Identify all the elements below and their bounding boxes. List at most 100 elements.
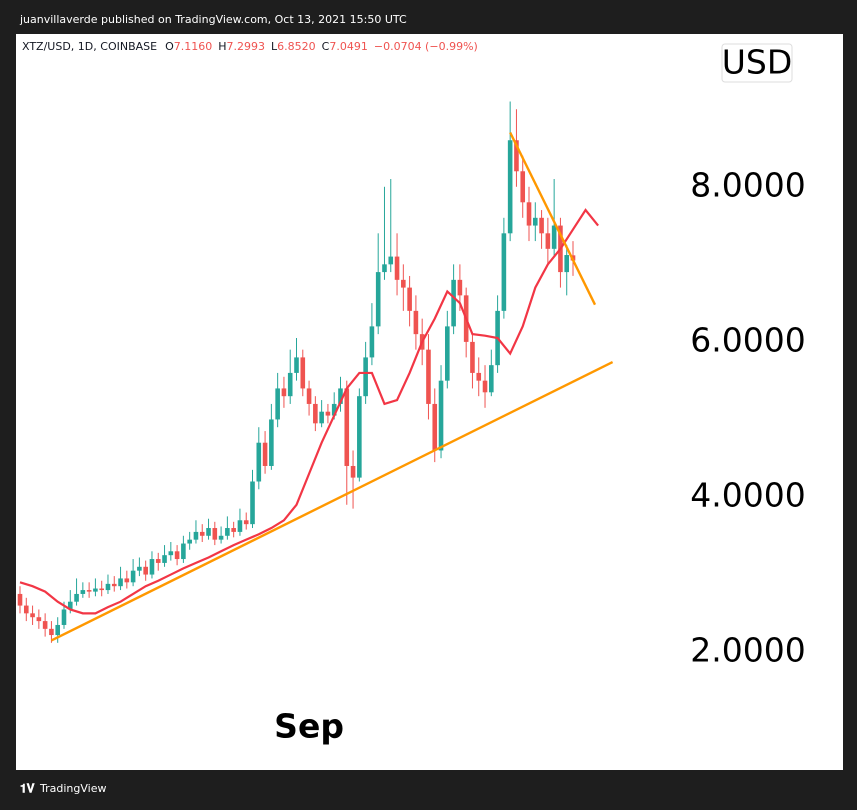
candle-body [256,442,262,482]
candle-body [338,388,343,404]
candle-body [300,357,306,389]
candle-body [350,465,356,478]
candle-body [206,528,211,536]
candle-body [564,255,570,273]
candle-body [507,140,513,234]
candle-body [250,481,255,525]
candle-body [287,372,293,397]
candle-body [61,609,67,625]
candle-body [357,396,362,478]
currency-box [721,43,793,83]
candle-body [49,628,54,636]
candle-body [23,605,29,614]
candle-body [174,551,180,560]
y-tick-label: 2.0000 [690,631,805,670]
y-tick-label: 4.0000 [690,476,805,515]
publish-title: juanvillaverde published on TradingView.… [19,13,407,26]
plot [17,101,614,643]
candle-body [470,341,475,373]
candle-body [363,357,368,397]
candle-body [539,217,544,234]
candle-body [93,588,98,592]
candle-body [269,419,274,466]
candle-body [137,566,142,571]
candle-body [199,531,205,536]
candle-body [187,539,192,544]
candle-body [168,551,174,556]
candle-body [86,590,92,592]
quote-value: 7.1160 [174,40,213,53]
candle-body [99,588,104,591]
candle-body [526,202,532,226]
candle-body [17,593,23,606]
quote-change: −0.0704 (−0.99%) [374,40,478,53]
candle-body [225,528,230,536]
candle-body [407,287,412,311]
quote-label: O [165,40,174,53]
quote-label: L [271,40,278,53]
candle-body [130,570,136,583]
candle-body [413,310,419,335]
candle-body [520,171,526,203]
candle-body [426,349,431,404]
candle-body [67,601,73,610]
candle-body [514,140,519,172]
trendline [509,131,597,306]
candle-body [42,621,48,629]
candle-body [30,613,35,618]
candle-body [262,442,268,466]
candle-body [319,411,324,424]
candle-body [532,217,538,226]
candle-body [212,528,218,540]
candle-body [388,256,394,265]
symbol: XTZ/USD, 1D, COINBASE [22,40,157,53]
candle-body [218,535,224,540]
candle-body [243,520,249,525]
quote-label: C [322,40,330,53]
candle-body [401,279,406,288]
candle-body [438,380,444,451]
candle-body [193,531,199,540]
candle-body [74,593,79,602]
candle-body [306,388,312,404]
candle-body [476,372,482,381]
candle-body [451,279,456,327]
candle-body [313,403,318,424]
candle-body [124,578,130,583]
candle-body [489,365,494,393]
trendline [50,360,614,642]
candle-body [275,388,280,420]
candle-body [369,326,375,358]
candle-body [331,403,337,416]
candle-body [482,380,488,393]
candle-body [118,578,123,587]
moving-average [19,208,599,615]
candle-body [551,225,557,249]
y-tick-label: 8.0000 [690,165,805,204]
candle-body [445,326,450,381]
candle-body [143,566,148,575]
candle-body [181,543,186,560]
candle-body [111,583,117,587]
candle-body [105,583,111,591]
candle-body [394,256,400,280]
y-tick-label: 6.0000 [690,320,805,359]
candle-body [155,559,161,563]
quote-value: 6.8520 [277,40,316,53]
candle-body [231,528,236,532]
candle-body [325,411,331,416]
candle-body [294,357,299,373]
candle-body [545,233,551,249]
logo-mark: 𝟏𝐕 [20,782,36,796]
footer-brand: TradingView [39,782,106,795]
quote-value: 7.2993 [227,40,266,53]
candle-body [382,264,387,273]
x-tick-label: Sep [274,707,344,746]
symbol-legend: XTZ/USD, 1D, COINBASE O7.1160 H7.2993 L6.85… [22,40,478,53]
candle-body [432,403,438,451]
currency-label: USD [722,43,793,82]
quote-value: 7.0491 [329,40,368,53]
candle-body [375,272,381,327]
